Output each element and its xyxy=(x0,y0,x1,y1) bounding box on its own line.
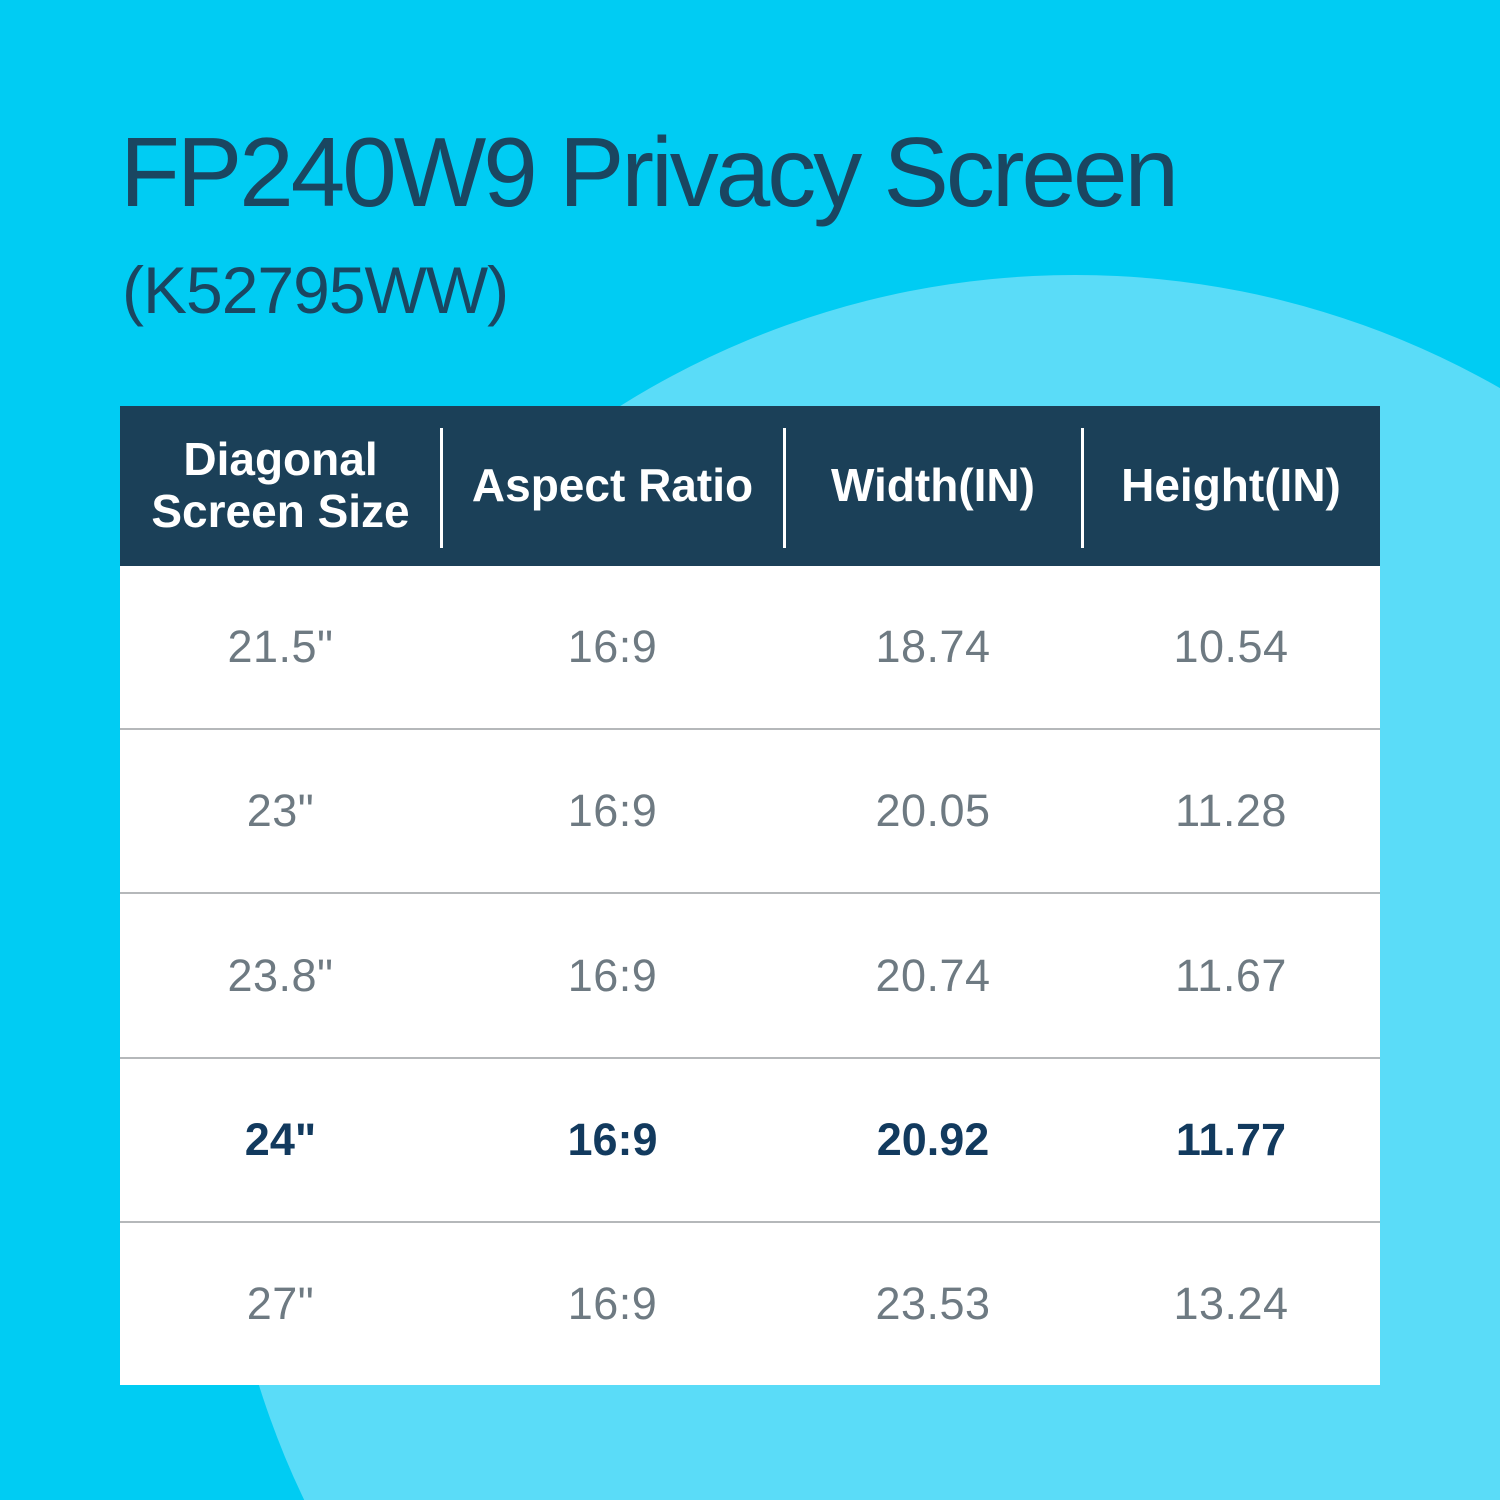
diagonal-size-cell: 27" xyxy=(246,1277,315,1329)
height-cell: 13.24 xyxy=(1173,1277,1289,1329)
width-cell: 18.74 xyxy=(875,621,991,673)
diagonal-size-cell: 21.5" xyxy=(227,621,334,673)
aspect-ratio-cell: 16:9 xyxy=(567,785,658,837)
width-cell: 20.05 xyxy=(875,785,991,837)
diagonal-size-cell: 24" xyxy=(244,1113,317,1165)
header-cell-height-in: Height(IN) xyxy=(1121,459,1341,512)
diagonal-size-cell: 23" xyxy=(246,785,315,837)
screen-size-spec-table: Diagonal Screen Size Aspect Ratio Width(… xyxy=(120,406,1380,1385)
header-column-divider xyxy=(440,428,443,548)
header-cell-diagonal-screen-size: Diagonal Screen Size xyxy=(151,433,410,537)
page-subtitle: (K52795WW) xyxy=(122,253,509,327)
page-title: FP240W9 Privacy Screen xyxy=(120,117,1179,227)
table-row-highlighted: 24" 16:9 20.92 11.77 xyxy=(120,1056,1380,1221)
aspect-ratio-cell: 16:9 xyxy=(567,1277,658,1329)
table-row: 23" 16:9 20.05 11.28 xyxy=(120,728,1380,892)
header-cell-width-in: Width(IN) xyxy=(831,459,1035,512)
height-cell: 10.54 xyxy=(1173,621,1289,673)
header-cell-aspect-ratio: Aspect Ratio xyxy=(471,459,754,512)
height-cell: 11.28 xyxy=(1175,785,1287,837)
width-cell: 20.92 xyxy=(876,1113,990,1165)
width-cell: 20.74 xyxy=(875,949,991,1001)
width-cell: 23.53 xyxy=(875,1277,991,1329)
header-column-divider xyxy=(1081,428,1084,548)
aspect-ratio-cell: 16:9 xyxy=(567,621,658,673)
table-row: 27" 16:9 23.53 13.24 xyxy=(120,1220,1380,1385)
header-column-divider xyxy=(783,428,786,548)
table-row: 23.8" 16:9 20.74 11.67 xyxy=(120,892,1380,1056)
table-header-row: Diagonal Screen Size Aspect Ratio Width(… xyxy=(120,406,1380,566)
table-body: 21.5" 16:9 18.74 10.54 23" 16:9 20.05 11… xyxy=(120,566,1380,1385)
table-row: 21.5" 16:9 18.74 10.54 xyxy=(120,566,1380,728)
height-cell: 11.77 xyxy=(1175,1113,1287,1165)
height-cell: 11.67 xyxy=(1175,949,1287,1001)
aspect-ratio-cell: 16:9 xyxy=(567,1113,658,1165)
diagonal-size-cell: 23.8" xyxy=(227,949,334,1001)
aspect-ratio-cell: 16:9 xyxy=(567,949,658,1001)
